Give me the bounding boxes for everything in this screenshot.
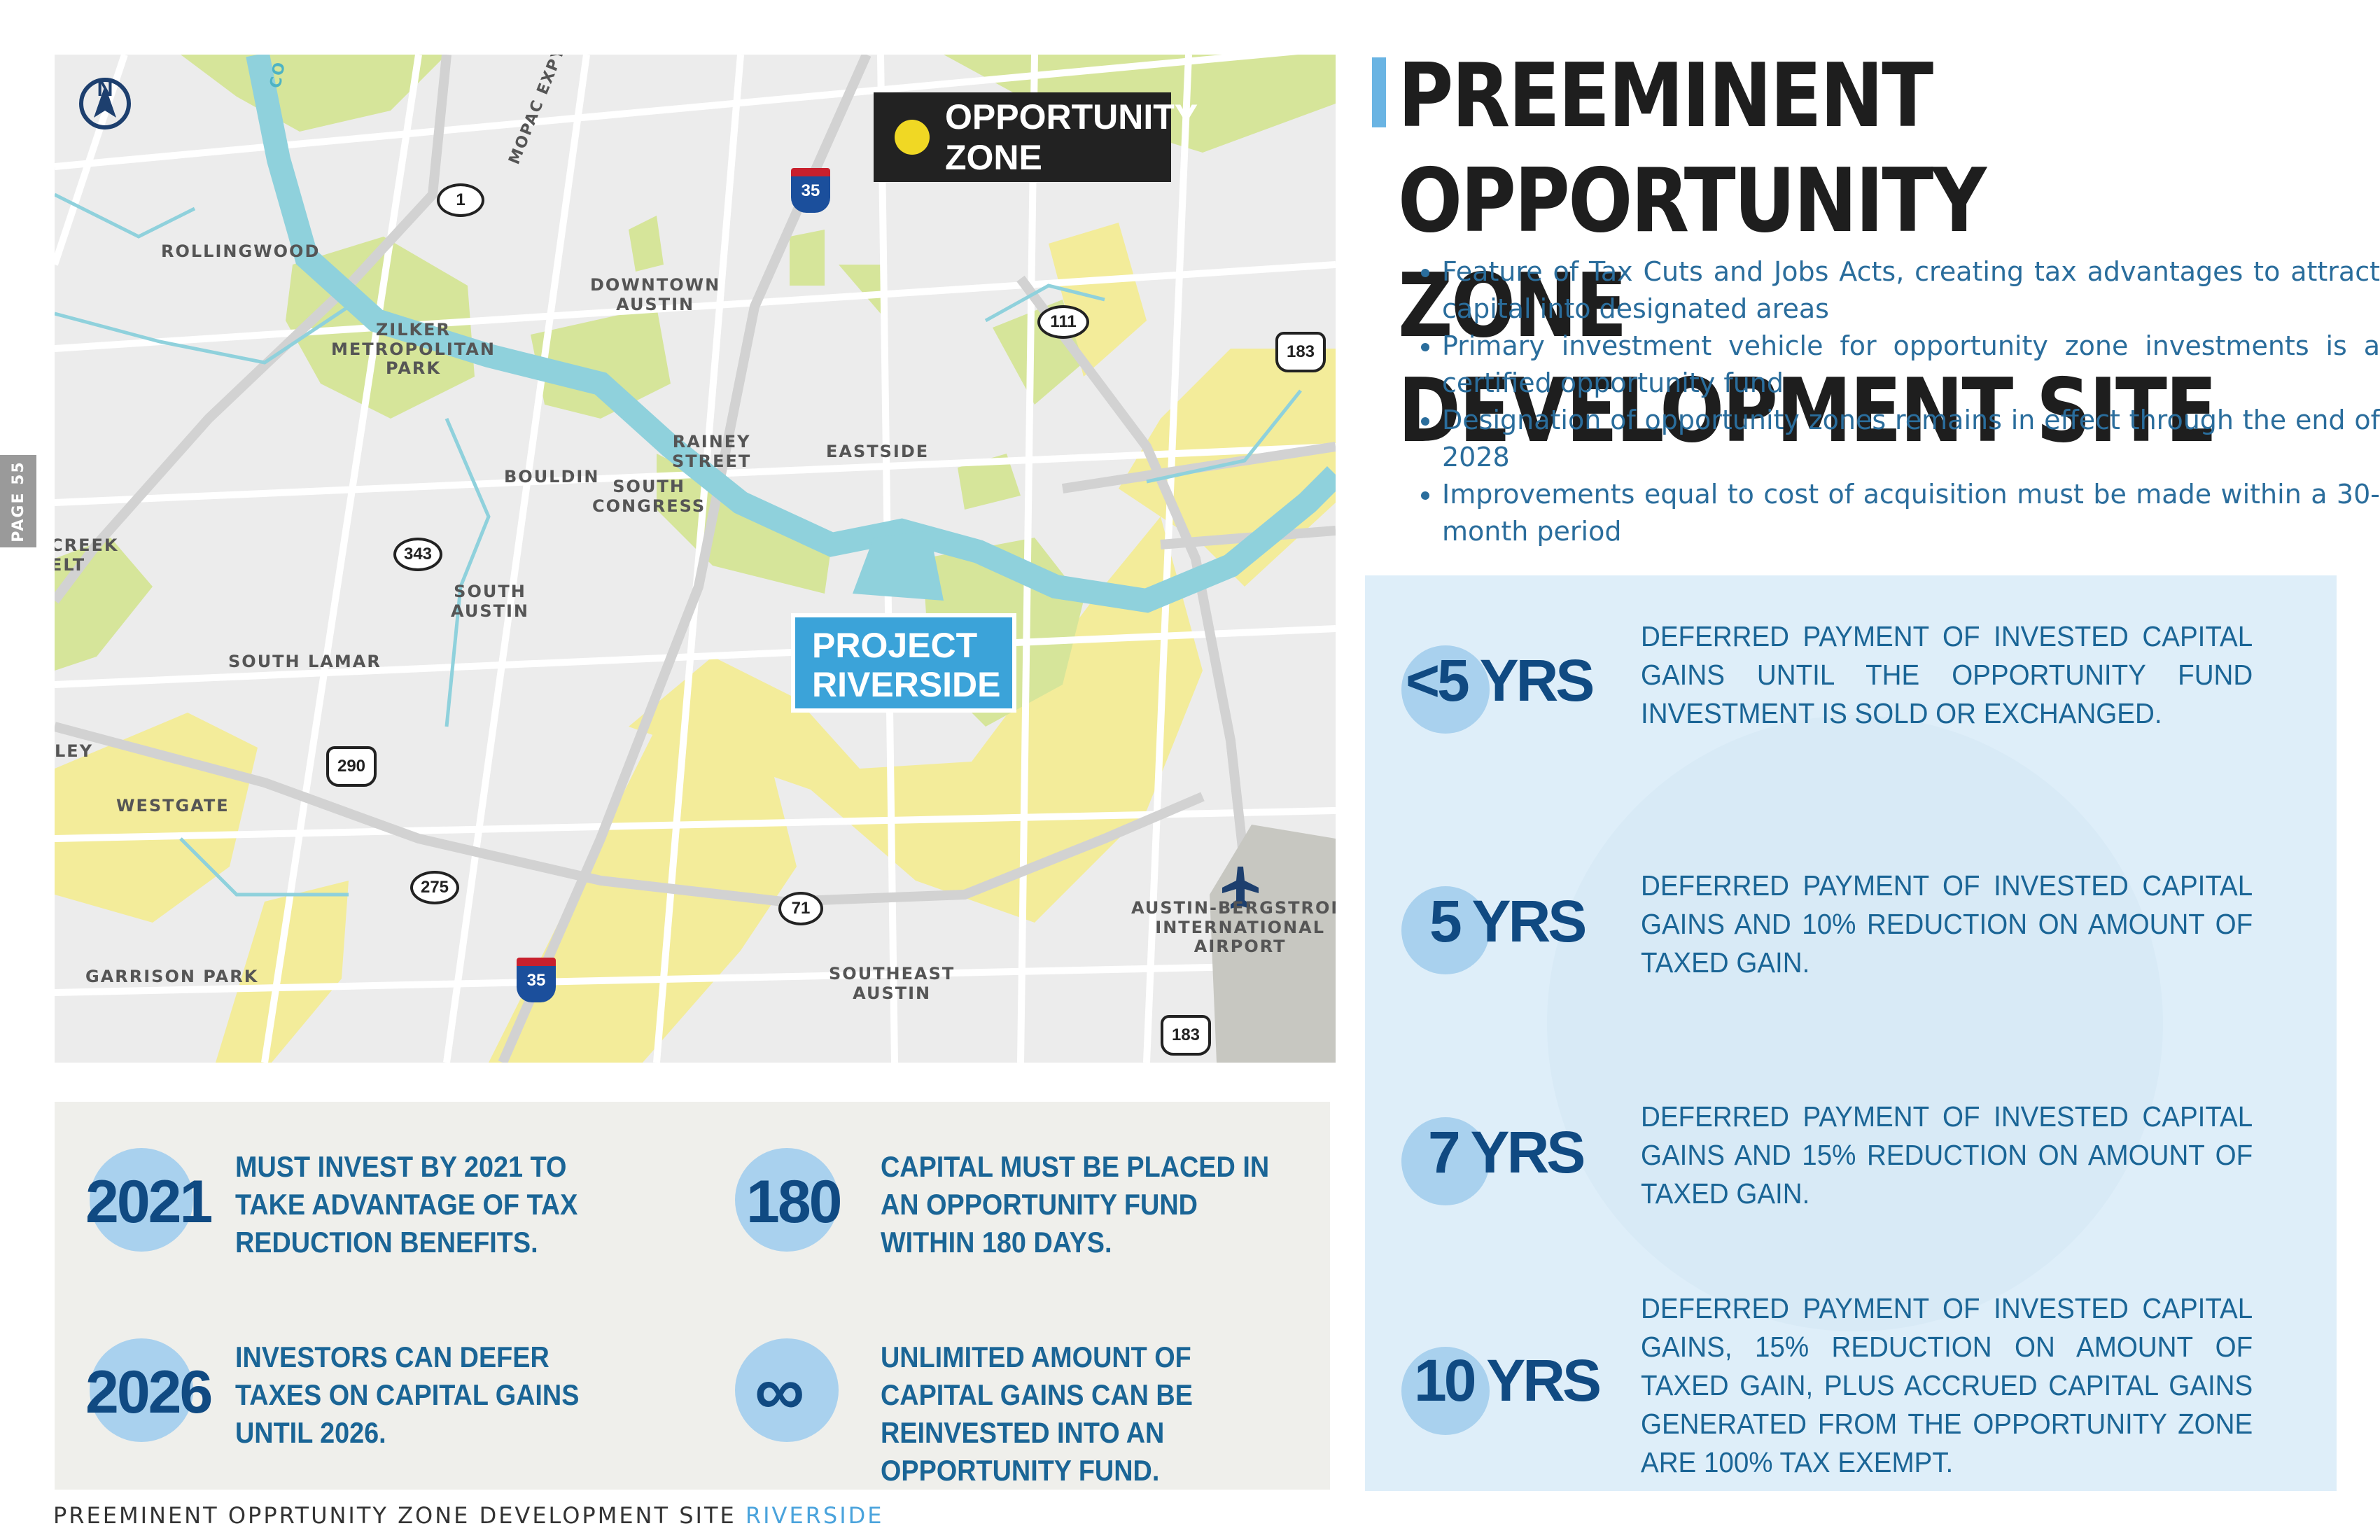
- r343-shield: 343: [393, 538, 442, 571]
- stat-item: 2021 Must invest by 2021 to take advanta…: [55, 1148, 671, 1288]
- page-footer: PREEMINENT OPPRTUNITY ZONE DEVELOPMENT S…: [53, 1502, 884, 1529]
- bullet-item: Designation of opportunity zones remains…: [1442, 402, 2380, 476]
- benefit-description: Deferred payment of invested capital gai…: [1641, 1100, 2253, 1210]
- benefit-description: Deferred payment of invested capital gai…: [1641, 1292, 2253, 1478]
- title-accent-bar: [1372, 57, 1386, 127]
- map-graphic: [55, 55, 1336, 1063]
- benefits-timeline-panel: <5 YRS Deferred payment of invested capi…: [1365, 575, 2337, 1491]
- benefit-description: Deferred payment of invested capital gai…: [1641, 869, 2253, 979]
- r111-shield: 111: [1037, 305, 1089, 339]
- benefit-term-circle: [1401, 1117, 1490, 1205]
- place-rollingwood: ROLLINGWOOD: [161, 241, 321, 261]
- stat-item: 180 Capital must be placed in an opportu…: [700, 1148, 1316, 1288]
- footer-text: PREEMINENT OPPRTUNITY ZONE DEVELOPMENT S…: [53, 1502, 736, 1529]
- place-westgate: WESTGATE: [116, 796, 230, 816]
- project-riverside-label[interactable]: PROJECT RIVERSIDE: [791, 613, 1016, 713]
- us290-shield: 290: [326, 746, 377, 787]
- bullet-item: Improvements equal to cost of acquisitio…: [1442, 476, 2380, 550]
- benefit-term: <5 YRS: [1406, 648, 1595, 713]
- stat-value: 2021: [85, 1168, 213, 1236]
- stat-circle: [90, 1338, 193, 1442]
- stat-circle: [735, 1148, 839, 1252]
- benefit-term: 7 YRS: [1428, 1119, 1586, 1185]
- map-legend: OPPORTUNITY ZONE: [874, 92, 1197, 182]
- stat-circle: [735, 1338, 839, 1442]
- benefit-term: 10 YRS: [1414, 1348, 1602, 1413]
- compass-arrow-icon: [79, 78, 131, 130]
- stat-text: Capital must be placed in an opportunity…: [881, 1150, 1270, 1259]
- place-bouldin: BOULDIN: [504, 467, 600, 486]
- benefit-row: 7 YRS Deferred payment of invested capit…: [1365, 1089, 2337, 1229]
- page-number: PAGE 55: [9, 460, 27, 542]
- stat-circle: [90, 1148, 193, 1252]
- north-compass: N: [77, 76, 133, 130]
- infinity-icon: ∞: [755, 1352, 804, 1430]
- opportunity-zone-map[interactable]: N OPPORTUNITY ZONE PROJECT RIVERSIDE ROL…: [55, 55, 1336, 1063]
- benefit-term: 5 YRS: [1429, 888, 1587, 954]
- minor-roads: [55, 55, 1336, 1063]
- legend-swatch-icon: [895, 120, 930, 155]
- place-southeast-austin: SOUTHEAST AUSTIN: [829, 964, 955, 1003]
- place-creek-belt: CREEK ELT: [55, 536, 119, 575]
- benefit-row: 10 YRS Deferred payment of invested capi…: [1365, 1289, 2337, 1478]
- creeks: [55, 192, 1302, 897]
- place-garrison-park: GARRISON PARK: [85, 967, 259, 986]
- benefit-term-circle: [1401, 886, 1490, 974]
- stat-value: 180: [746, 1168, 842, 1236]
- place-downtown: DOWNTOWN AUSTIN: [590, 275, 721, 314]
- bullet-item: Feature of Tax Cuts and Jobs Acts, creat…: [1442, 253, 2380, 328]
- i35-shield-bottom: 35: [517, 958, 556, 1002]
- stat-text: Must invest by 2021 to take advantage of…: [235, 1150, 578, 1259]
- colorado-river: [246, 55, 1336, 613]
- place-zilker: ZILKER METROPOLITAN PARK: [331, 320, 496, 379]
- stat-value: 2026: [85, 1359, 213, 1426]
- place-ley: LEY: [55, 741, 94, 761]
- r275-shield: 275: [410, 871, 459, 904]
- footer-accent: RIVERSIDE: [745, 1502, 884, 1529]
- stat-item: 2026 Investors can defer taxes on capita…: [55, 1338, 671, 1478]
- stat-item: ∞ Unlimited amount of capital gains can …: [700, 1338, 1316, 1487]
- benefit-term-circle: [1401, 645, 1490, 734]
- i35-shield-top: 35: [791, 168, 830, 213]
- us183-shield-top: 183: [1275, 332, 1326, 372]
- place-eastside: EASTSIDE: [826, 442, 930, 461]
- place-south-congress: SOUTH CONGRESS: [592, 477, 706, 516]
- benefit-term-circle: [1401, 1347, 1490, 1435]
- loop1-shield: 1: [437, 183, 484, 217]
- place-airport: AUSTIN-BERGSTROM INTERNATIONAL AIRPORT: [1131, 898, 1336, 957]
- place-south-lamar: SOUTH LAMAR: [228, 652, 382, 671]
- bullet-item: Primary investment vehicle for opportuni…: [1442, 328, 2380, 402]
- key-dates-panel: 2021 Must invest by 2021 to take advanta…: [55, 1102, 1330, 1490]
- panel-background-circle: [1547, 715, 2163, 1331]
- project-label-line1: PROJECT: [812, 626, 978, 665]
- page-number-tab: PAGE 55: [0, 455, 36, 547]
- us183-shield-bottom: 183: [1161, 1015, 1211, 1056]
- r71-shield: 71: [778, 892, 823, 925]
- airplane-icon: [1222, 867, 1259, 909]
- benefit-row: 5 YRS Deferred payment of invested capit…: [1365, 858, 2337, 998]
- place-rainey: RAINEY STREET: [672, 432, 752, 471]
- page-title: PREEMINENT OPPORTUNITY ZONE DEVELOPMENT …: [1398, 44, 2217, 462]
- benefit-description: Deferred payment of invested capital gai…: [1641, 620, 2253, 729]
- place-south-austin: SOUTH AUSTIN: [451, 582, 529, 621]
- stat-text: Unlimited amount of capital gains can be…: [881, 1340, 1193, 1487]
- stat-text: Investors can defer taxes on capital gai…: [235, 1340, 580, 1449]
- legend-label: OPPORTUNITY ZONE: [945, 97, 1198, 177]
- benefit-row: <5 YRS Deferred payment of invested capi…: [1365, 617, 2337, 757]
- feature-bullet-list: Feature of Tax Cuts and Jobs Acts, creat…: [1400, 253, 2380, 550]
- project-label-line2: RIVERSIDE: [812, 665, 1001, 704]
